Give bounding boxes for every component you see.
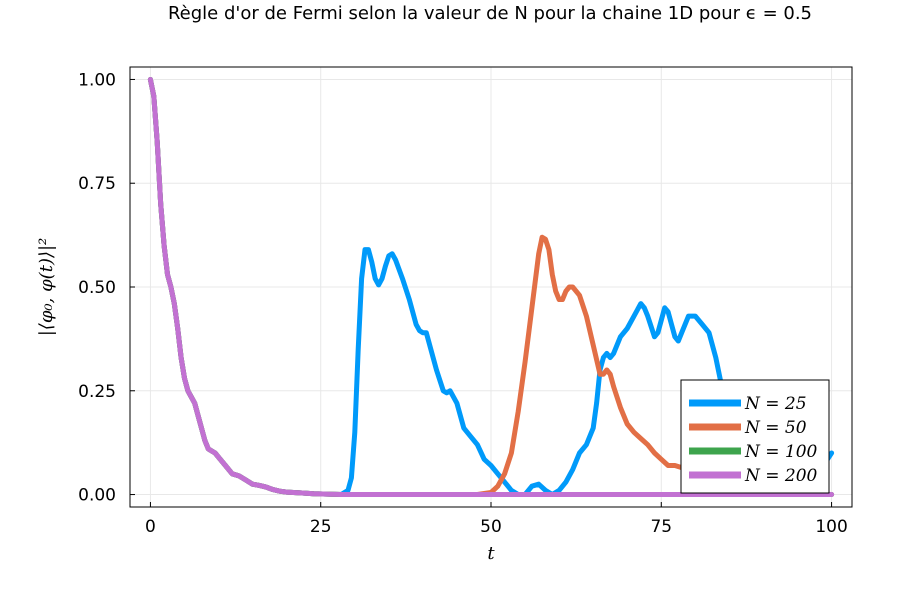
legend-entry: N = 50 (744, 418, 807, 438)
y-tick-label: 0.00 (78, 486, 116, 506)
x-tick-label: 75 (650, 517, 672, 537)
x-axis-label: t (487, 543, 495, 564)
plot-area (147, 77, 835, 497)
legend-box (680, 379, 830, 494)
chart-title: Règle d'or de Fermi selon la valeur de N… (168, 3, 812, 24)
x-tick-label: 25 (310, 517, 332, 537)
series-line-4 (147, 77, 835, 497)
y-tick-label: 0.50 (78, 278, 116, 298)
y-tick-label: 0.25 (78, 382, 116, 402)
legend: N = 25 N = 50 N = 100 N = 200 (680, 379, 830, 494)
y-axis-label: |⟨φ₀, φ(t)⟩|² (36, 238, 57, 337)
x-tick-label: 0 (145, 517, 156, 537)
legend-entry: N = 100 (744, 442, 818, 462)
x-tick-label: 100 (815, 517, 847, 537)
y-tick-label: 0.75 (78, 174, 116, 194)
legend-entry: N = 200 (744, 466, 818, 486)
axis-ticks: 0 25 50 75 100 0.00 0.25 0.50 0.75 1.00 (78, 70, 848, 537)
legend-entry: N = 25 (744, 394, 807, 414)
x-tick-label: 50 (480, 517, 502, 537)
y-tick-label: 1.00 (78, 70, 116, 90)
